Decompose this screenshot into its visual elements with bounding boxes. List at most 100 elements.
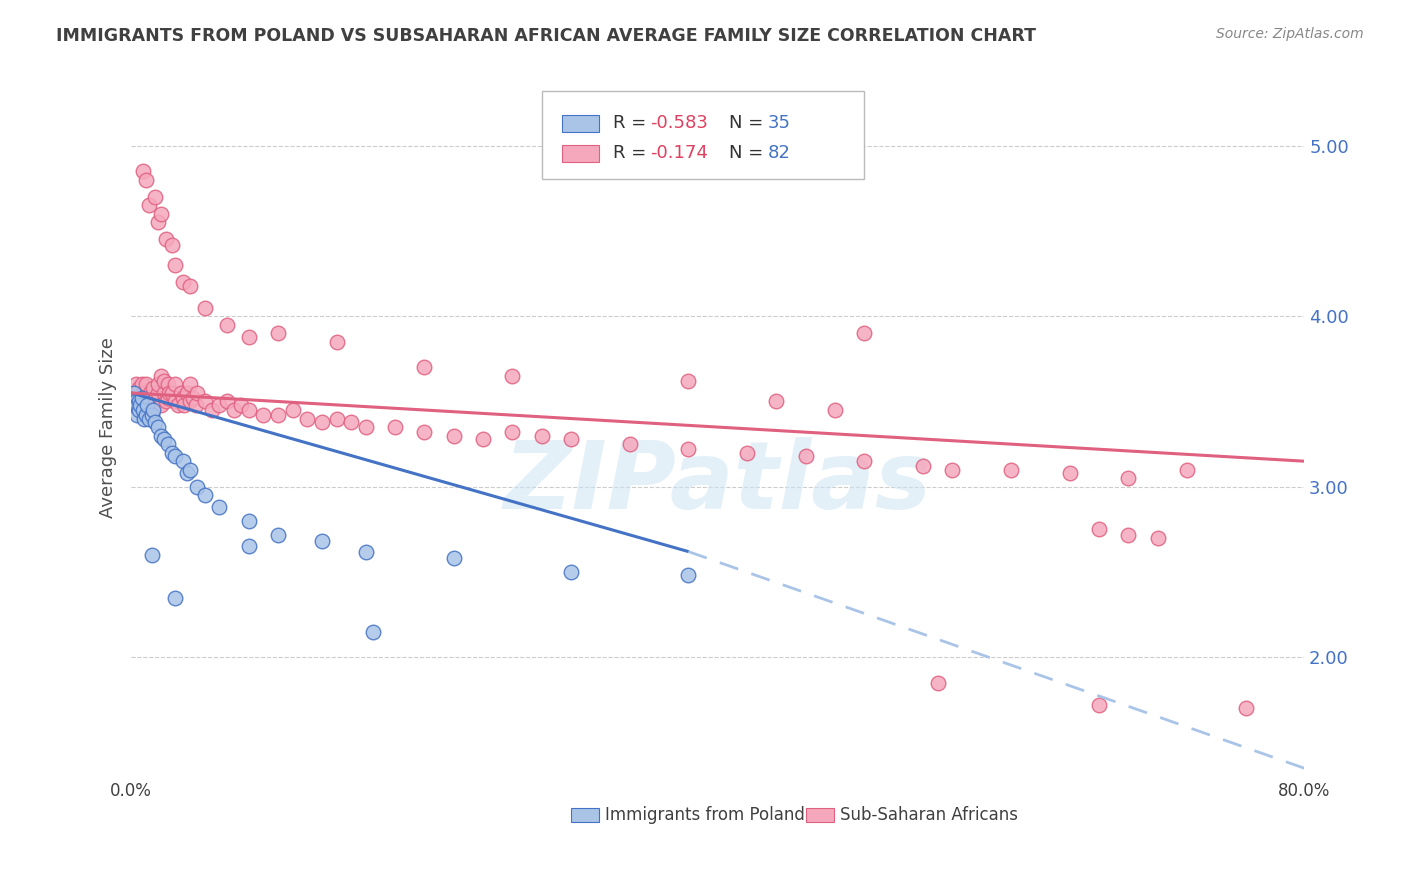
Point: [162, 386, 184, 401]
Point: [149, 368, 172, 383]
Text: ZIPatlas: ZIPatlas: [503, 437, 932, 529]
Point: [678, 568, 700, 582]
Point: [443, 428, 465, 442]
Point: [162, 237, 184, 252]
Point: [134, 386, 156, 401]
Point: [146, 420, 169, 434]
Point: [128, 394, 150, 409]
Point: [501, 425, 523, 440]
Point: [165, 591, 187, 605]
Point: [129, 394, 152, 409]
Point: [231, 398, 253, 412]
Point: [139, 386, 162, 401]
Point: [472, 432, 495, 446]
Point: [132, 398, 155, 412]
Point: [170, 386, 193, 401]
Point: [413, 360, 436, 375]
Point: [941, 463, 963, 477]
Point: [181, 391, 204, 405]
Point: [186, 386, 208, 401]
Point: [927, 676, 949, 690]
Point: [238, 540, 260, 554]
Point: [122, 386, 145, 401]
Point: [215, 318, 238, 332]
Point: [156, 391, 179, 405]
Point: [146, 377, 169, 392]
Point: [172, 391, 194, 405]
Point: [354, 544, 377, 558]
Point: [165, 258, 187, 272]
Point: [143, 391, 166, 405]
Point: [156, 377, 179, 392]
Point: [132, 164, 155, 178]
Point: [184, 398, 207, 412]
Point: [152, 386, 174, 401]
Point: [1000, 463, 1022, 477]
Point: [215, 394, 238, 409]
Point: [295, 411, 318, 425]
Point: [143, 190, 166, 204]
Text: -0.174: -0.174: [650, 144, 707, 162]
Point: [165, 394, 187, 409]
Point: [122, 394, 145, 409]
Point: [155, 394, 177, 409]
Point: [127, 391, 149, 405]
Point: [142, 398, 165, 412]
Text: N =: N =: [730, 114, 769, 132]
Point: [172, 275, 194, 289]
Point: [560, 565, 582, 579]
FancyBboxPatch shape: [571, 808, 599, 822]
Point: [911, 459, 934, 474]
FancyBboxPatch shape: [562, 145, 599, 162]
Point: [208, 398, 231, 412]
Point: [1088, 523, 1111, 537]
Text: 35: 35: [768, 114, 792, 132]
Point: [136, 391, 159, 405]
FancyBboxPatch shape: [541, 91, 865, 178]
Point: [129, 398, 152, 412]
Point: [193, 394, 215, 409]
Point: [136, 398, 159, 412]
Point: [560, 432, 582, 446]
Point: [1116, 527, 1139, 541]
Point: [361, 624, 384, 639]
Point: [141, 394, 163, 409]
Point: [167, 398, 190, 412]
Point: [193, 488, 215, 502]
Point: [124, 394, 146, 409]
Point: [354, 420, 377, 434]
Text: R =: R =: [613, 114, 652, 132]
Point: [193, 301, 215, 315]
Point: [141, 548, 163, 562]
Point: [138, 411, 160, 425]
Point: [281, 403, 304, 417]
Point: [384, 420, 406, 434]
Point: [340, 415, 363, 429]
Text: 82: 82: [768, 144, 792, 162]
Point: [1116, 471, 1139, 485]
Point: [149, 398, 172, 412]
Point: [267, 408, 290, 422]
Point: [173, 398, 195, 412]
Point: [142, 403, 165, 417]
Text: Sub-Saharan Africans: Sub-Saharan Africans: [839, 806, 1018, 824]
Point: [311, 415, 333, 429]
Point: [179, 278, 201, 293]
Point: [152, 374, 174, 388]
Text: Immigrants from Poland: Immigrants from Poland: [605, 806, 806, 824]
Point: [208, 500, 231, 515]
Point: [128, 381, 150, 395]
Point: [678, 442, 700, 457]
Point: [135, 408, 157, 422]
Point: [131, 391, 153, 405]
Point: [325, 334, 347, 349]
Point: [138, 198, 160, 212]
Point: [678, 374, 700, 388]
Point: [157, 386, 180, 401]
Point: [176, 466, 198, 480]
Point: [1175, 463, 1198, 477]
Point: [146, 215, 169, 229]
Point: [267, 326, 290, 341]
Point: [238, 403, 260, 417]
Point: [152, 432, 174, 446]
